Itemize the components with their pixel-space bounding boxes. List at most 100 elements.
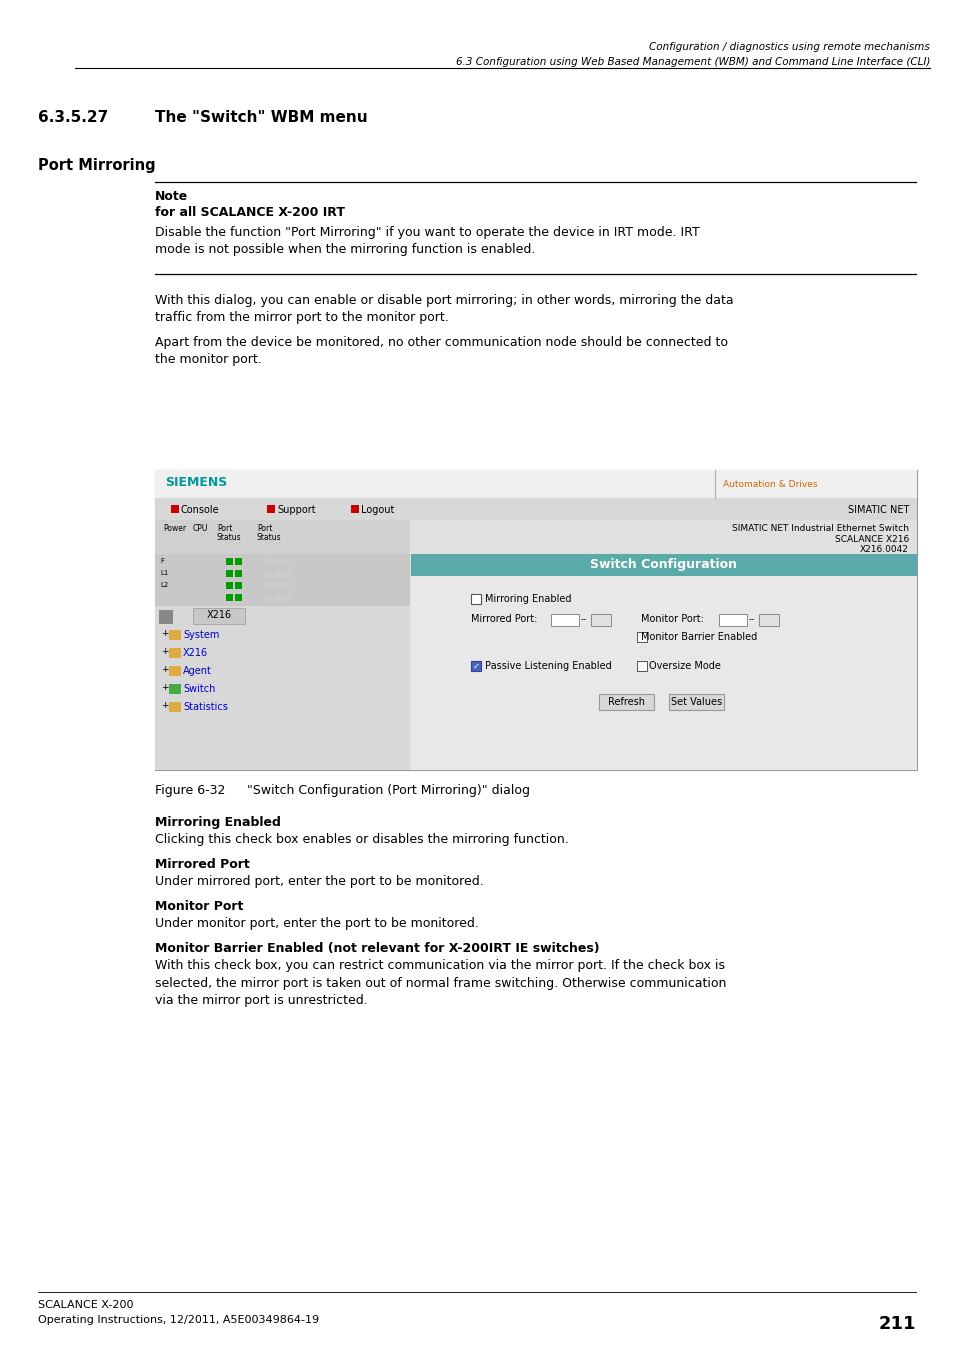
Bar — [171, 505, 179, 513]
Text: Monitor Barrier Enabled: Monitor Barrier Enabled — [640, 632, 757, 643]
Text: Apart from the device be monitored, no other communication node should be connec: Apart from the device be monitored, no o… — [154, 336, 727, 366]
Bar — [169, 648, 181, 657]
Bar — [411, 576, 916, 769]
Bar — [283, 570, 290, 576]
Text: Under monitor port, enter the port to be monitored.: Under monitor port, enter the port to be… — [154, 917, 478, 930]
Text: Clicking this check box enables or disables the mirroring function.: Clicking this check box enables or disab… — [154, 833, 568, 846]
Text: 6.3 Configuration using Web Based Management (WBM) and Command Line Interface (C: 6.3 Configuration using Web Based Manage… — [456, 57, 929, 68]
Text: SCALANCE X-200: SCALANCE X-200 — [38, 1300, 133, 1310]
Bar — [154, 498, 916, 520]
Text: Port: Port — [256, 524, 273, 533]
Bar — [759, 614, 779, 626]
Text: F: F — [160, 558, 164, 564]
Text: 211: 211 — [878, 1315, 915, 1332]
Bar — [283, 582, 290, 589]
Text: With this check box, you can restrict communication via the mirror port. If the : With this check box, you can restrict co… — [154, 958, 725, 1007]
Text: Support: Support — [276, 505, 315, 514]
Text: SIMATIC NET Industrial Ethernet Switch: SIMATIC NET Industrial Ethernet Switch — [731, 524, 908, 533]
Bar — [226, 594, 233, 601]
Text: Figure 6-32: Figure 6-32 — [154, 784, 225, 796]
Text: L1: L1 — [160, 570, 168, 576]
Text: +: + — [161, 629, 169, 639]
Text: X216.0042: X216.0042 — [860, 545, 908, 554]
Bar — [471, 662, 480, 671]
Text: Monitor Port: Monitor Port — [154, 900, 243, 913]
Text: Logout: Logout — [360, 505, 394, 514]
Text: SCALANCE X216: SCALANCE X216 — [834, 535, 908, 544]
Text: Automation & Drives: Automation & Drives — [722, 481, 817, 489]
Bar — [668, 694, 723, 710]
Bar — [351, 505, 358, 513]
Text: Refresh: Refresh — [607, 697, 644, 707]
Text: --: -- — [748, 616, 754, 624]
Text: Status: Status — [256, 533, 281, 541]
Text: Mirrored Port:: Mirrored Port: — [471, 614, 537, 624]
Text: With this dialog, you can enable or disable port mirroring; in other words, mirr: With this dialog, you can enable or disa… — [154, 294, 733, 324]
Bar — [598, 694, 654, 710]
Bar — [590, 614, 610, 626]
Text: Monitor Barrier Enabled (not relevant for X-200IRT IE switches): Monitor Barrier Enabled (not relevant fo… — [154, 942, 599, 954]
Text: --: -- — [580, 616, 586, 624]
Text: Port: Port — [216, 524, 233, 533]
Bar — [154, 520, 410, 554]
Text: +: + — [161, 683, 169, 693]
Bar — [159, 610, 172, 624]
Text: Switch Configuration: Switch Configuration — [590, 558, 737, 571]
Bar — [274, 558, 281, 566]
Bar — [169, 684, 181, 694]
Bar — [169, 630, 181, 640]
Bar — [274, 570, 281, 576]
Text: System: System — [183, 630, 219, 640]
Bar — [471, 594, 480, 603]
Bar — [411, 554, 916, 576]
Bar — [265, 570, 272, 576]
Bar — [169, 666, 181, 676]
Text: 6.3.5.27: 6.3.5.27 — [38, 109, 108, 126]
Text: Power: Power — [163, 524, 186, 533]
Text: Console: Console — [181, 505, 219, 514]
Text: Oversize Mode: Oversize Mode — [648, 662, 720, 671]
Text: X216: X216 — [206, 610, 232, 620]
Text: L2: L2 — [160, 582, 168, 589]
Text: Switch: Switch — [183, 684, 215, 694]
Text: Mirroring Enabled: Mirroring Enabled — [154, 815, 280, 829]
Text: CPU: CPU — [193, 524, 208, 533]
Bar — [226, 558, 233, 566]
Text: Status: Status — [216, 533, 241, 541]
Text: Agent: Agent — [183, 666, 212, 676]
Text: Set Values: Set Values — [670, 697, 721, 707]
Bar — [265, 582, 272, 589]
Text: Note: Note — [154, 190, 188, 202]
Bar — [283, 594, 290, 601]
Bar — [267, 505, 274, 513]
Bar — [265, 558, 272, 566]
Bar — [234, 570, 242, 576]
Bar — [719, 614, 746, 626]
Bar — [637, 632, 646, 643]
Bar — [234, 582, 242, 589]
Bar — [265, 594, 272, 601]
Bar — [226, 582, 233, 589]
Text: Configuration / diagnostics using remote mechanisms: Configuration / diagnostics using remote… — [649, 42, 929, 53]
Bar — [274, 582, 281, 589]
Bar — [193, 608, 245, 624]
Text: Under mirrored port, enter the port to be monitored.: Under mirrored port, enter the port to b… — [154, 875, 483, 888]
Bar — [154, 470, 916, 770]
Bar — [234, 594, 242, 601]
Text: Monitor Port:: Monitor Port: — [640, 614, 703, 624]
Text: +: + — [161, 647, 169, 656]
Bar — [274, 594, 281, 601]
Text: Disable the function "Port Mirroring" if you want to operate the device in IRT m: Disable the function "Port Mirroring" if… — [154, 225, 699, 256]
Bar — [154, 554, 410, 606]
Bar — [283, 558, 290, 566]
Text: Mirroring Enabled: Mirroring Enabled — [484, 594, 571, 603]
Text: "Switch Configuration (Port Mirroring)" dialog: "Switch Configuration (Port Mirroring)" … — [234, 784, 530, 796]
Text: X216: X216 — [183, 648, 208, 657]
Text: Operating Instructions, 12/2011, A5E00349864-19: Operating Instructions, 12/2011, A5E0034… — [38, 1315, 319, 1324]
Text: SIEMENS: SIEMENS — [165, 477, 227, 489]
Text: SIMATIC NET: SIMATIC NET — [846, 505, 908, 514]
Bar — [551, 614, 578, 626]
Text: +: + — [161, 701, 169, 710]
Text: +: + — [161, 666, 169, 674]
Bar — [226, 570, 233, 576]
